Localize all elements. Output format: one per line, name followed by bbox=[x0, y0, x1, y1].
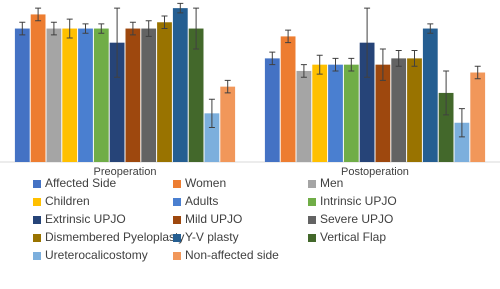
legend-swatch bbox=[308, 234, 316, 242]
bar bbox=[454, 122, 470, 162]
bar bbox=[62, 28, 78, 162]
error-bar bbox=[316, 54, 323, 75]
error-bar bbox=[19, 21, 26, 36]
bar bbox=[78, 28, 93, 162]
bar bbox=[438, 92, 454, 162]
error-bar bbox=[193, 7, 200, 50]
bar bbox=[296, 70, 312, 162]
legend-label: Severe UPJO bbox=[320, 212, 393, 226]
bar bbox=[220, 86, 236, 162]
error-bar bbox=[114, 7, 121, 78]
legend-label: Ureterocalicostomy bbox=[45, 248, 148, 262]
legend-label: Mild UPJO bbox=[185, 212, 242, 226]
error-bar bbox=[177, 2, 184, 14]
bar bbox=[407, 58, 422, 162]
error-bar bbox=[348, 57, 355, 72]
legend-label: Affected Side bbox=[45, 176, 116, 190]
error-bar bbox=[300, 64, 307, 78]
bar bbox=[188, 28, 204, 162]
legend-label: Extrinsic UPJO bbox=[45, 212, 126, 226]
error-bar bbox=[161, 15, 168, 30]
error-bar bbox=[66, 18, 73, 39]
bar bbox=[141, 28, 157, 162]
error-bar bbox=[129, 21, 136, 36]
legend-label: Vertical Flap bbox=[320, 230, 386, 244]
legend-swatch bbox=[308, 216, 316, 224]
legend-swatch bbox=[173, 216, 181, 224]
legend-label: Dismembered Pyeloplasty bbox=[45, 230, 184, 244]
error-bar bbox=[427, 23, 434, 34]
error-bar bbox=[332, 57, 339, 72]
bar bbox=[14, 28, 30, 162]
legend-swatch bbox=[308, 198, 316, 206]
bar bbox=[328, 64, 343, 162]
bar bbox=[93, 28, 109, 162]
legend-swatch bbox=[173, 180, 181, 188]
error-bar bbox=[208, 98, 215, 128]
bar bbox=[157, 22, 172, 162]
bar bbox=[391, 58, 407, 162]
legend-label: Intrinsic UPJO bbox=[320, 194, 397, 208]
error-bar bbox=[379, 48, 386, 81]
legend-swatch bbox=[173, 252, 181, 260]
legend-swatch bbox=[33, 216, 41, 224]
legend-label: Men bbox=[320, 176, 343, 190]
legend-label: Non-affected side bbox=[185, 248, 279, 262]
error-bar bbox=[443, 70, 450, 116]
bar bbox=[280, 36, 296, 162]
bar bbox=[312, 64, 328, 162]
bar bbox=[30, 14, 46, 163]
error-bar bbox=[224, 79, 231, 94]
legend-label: Adults bbox=[185, 194, 218, 208]
error-bar bbox=[364, 7, 371, 78]
legend-swatch bbox=[173, 234, 181, 242]
error-bar bbox=[411, 50, 418, 67]
legend-swatch bbox=[33, 234, 41, 242]
legend-label: Women bbox=[185, 176, 226, 190]
error-bar bbox=[35, 7, 42, 22]
bar bbox=[172, 8, 188, 163]
error-bar bbox=[269, 51, 276, 66]
bar bbox=[109, 42, 125, 162]
error-bar bbox=[285, 29, 292, 44]
bar bbox=[204, 113, 220, 162]
bar bbox=[264, 58, 280, 162]
x-tick-label: Preoperation bbox=[94, 166, 157, 178]
legend-swatch bbox=[308, 180, 316, 188]
legend-swatch bbox=[33, 252, 41, 260]
bar bbox=[46, 28, 62, 162]
bar bbox=[375, 64, 391, 162]
legend-label: Y-V plasty bbox=[185, 230, 239, 244]
bar bbox=[125, 28, 141, 162]
error-bar bbox=[458, 108, 465, 138]
bar bbox=[343, 64, 359, 162]
error-bar bbox=[50, 21, 57, 36]
x-tick-label: Postoperation bbox=[341, 166, 409, 178]
error-bar bbox=[145, 20, 152, 37]
error-bar bbox=[395, 50, 402, 67]
legend-swatch bbox=[173, 198, 181, 206]
legend-swatch bbox=[33, 198, 41, 206]
legend-label: Children bbox=[45, 194, 90, 208]
bar bbox=[359, 42, 375, 162]
error-bar bbox=[474, 65, 481, 80]
bar bbox=[470, 72, 486, 162]
error-bar bbox=[82, 23, 89, 34]
bar bbox=[422, 28, 438, 162]
legend-swatch bbox=[33, 180, 41, 188]
error-bar bbox=[98, 23, 105, 34]
